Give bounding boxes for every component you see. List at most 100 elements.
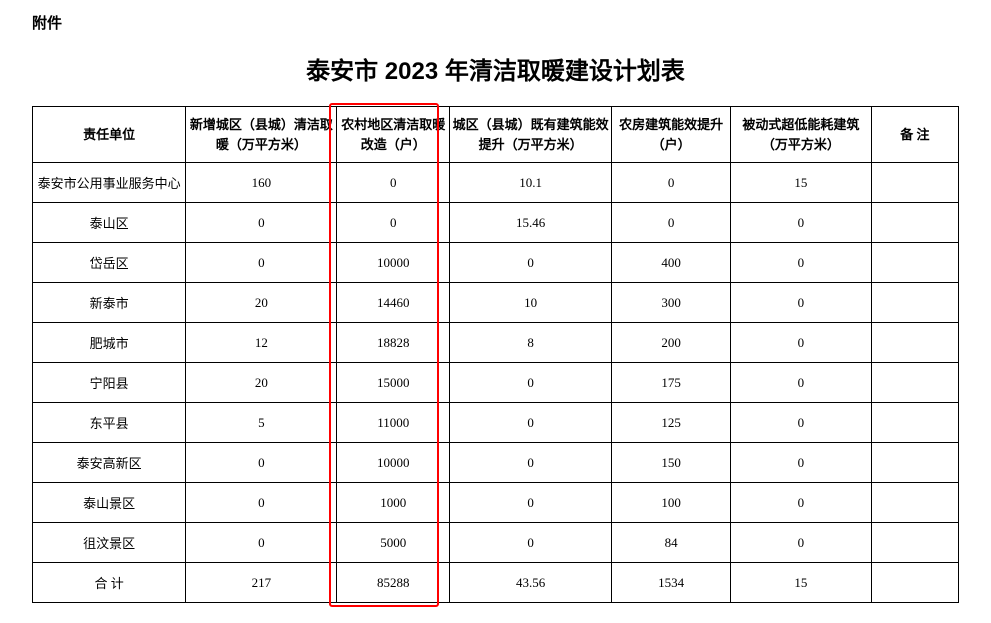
cell-unit: 东平县 (33, 403, 186, 443)
cell-rural: 5000 (337, 523, 450, 563)
cell-passive: 0 (731, 403, 871, 443)
page-title: 泰安市 2023 年清洁取暖建设计划表 (32, 51, 959, 86)
cell-newurban: 0 (186, 443, 337, 483)
col-header-passive: 被动式超低能耗建筑（万平方米） (731, 107, 871, 163)
table-header-row: 责任单位 新增城区（县城）清洁取暖（万平方米） 农村地区清洁取暖改造（户） 城区… (33, 107, 959, 163)
table-row: 宁阳县 20 15000 0 175 0 (33, 363, 959, 403)
cell-passive: 15 (731, 563, 871, 603)
table-wrapper: 责任单位 新增城区（县城）清洁取暖（万平方米） 农村地区清洁取暖改造（户） 城区… (32, 106, 959, 603)
cell-farmhouse: 0 (611, 163, 730, 203)
cell-unit: 泰安高新区 (33, 443, 186, 483)
cell-passive: 0 (731, 203, 871, 243)
cell-existing: 0 (450, 243, 612, 283)
cell-newurban: 217 (186, 563, 337, 603)
cell-rural: 10000 (337, 443, 450, 483)
cell-existing: 10 (450, 283, 612, 323)
cell-unit: 宁阳县 (33, 363, 186, 403)
cell-existing: 0 (450, 523, 612, 563)
table-body: 泰安市公用事业服务中心 160 0 10.1 0 15 泰山区 0 0 15.4… (33, 163, 959, 603)
cell-remark (871, 163, 958, 203)
cell-rural: 0 (337, 163, 450, 203)
col-header-existing: 城区（县城）既有建筑能效提升（万平方米） (450, 107, 612, 163)
cell-farmhouse: 1534 (611, 563, 730, 603)
cell-unit: 泰山区 (33, 203, 186, 243)
cell-rural: 14460 (337, 283, 450, 323)
cell-passive: 0 (731, 243, 871, 283)
cell-newurban: 0 (186, 523, 337, 563)
cell-passive: 0 (731, 323, 871, 363)
cell-newurban: 0 (186, 203, 337, 243)
cell-existing: 0 (450, 403, 612, 443)
cell-farmhouse: 300 (611, 283, 730, 323)
table-row: 泰安市公用事业服务中心 160 0 10.1 0 15 (33, 163, 959, 203)
col-header-farmhouse: 农房建筑能效提升（户） (611, 107, 730, 163)
cell-rural: 0 (337, 203, 450, 243)
cell-farmhouse: 150 (611, 443, 730, 483)
cell-remark (871, 523, 958, 563)
col-header-rural: 农村地区清洁取暖改造（户） (337, 107, 450, 163)
cell-passive: 0 (731, 363, 871, 403)
cell-farmhouse: 400 (611, 243, 730, 283)
cell-rural: 15000 (337, 363, 450, 403)
cell-farmhouse: 175 (611, 363, 730, 403)
cell-remark (871, 443, 958, 483)
table-row: 东平县 5 11000 0 125 0 (33, 403, 959, 443)
cell-remark (871, 403, 958, 443)
cell-farmhouse: 0 (611, 203, 730, 243)
cell-remark (871, 283, 958, 323)
cell-farmhouse: 125 (611, 403, 730, 443)
cell-unit: 合 计 (33, 563, 186, 603)
cell-remark (871, 243, 958, 283)
table-row: 肥城市 12 18828 8 200 0 (33, 323, 959, 363)
table-row: 岱岳区 0 10000 0 400 0 (33, 243, 959, 283)
cell-existing: 43.56 (450, 563, 612, 603)
cell-unit: 肥城市 (33, 323, 186, 363)
table-row: 泰山区 0 0 15.46 0 0 (33, 203, 959, 243)
cell-unit: 徂汶景区 (33, 523, 186, 563)
cell-existing: 8 (450, 323, 612, 363)
cell-remark (871, 483, 958, 523)
cell-existing: 0 (450, 363, 612, 403)
cell-rural: 11000 (337, 403, 450, 443)
cell-unit: 新泰市 (33, 283, 186, 323)
cell-existing: 15.46 (450, 203, 612, 243)
cell-rural: 18828 (337, 323, 450, 363)
cell-farmhouse: 200 (611, 323, 730, 363)
cell-newurban: 12 (186, 323, 337, 363)
cell-passive: 0 (731, 443, 871, 483)
cell-remark (871, 323, 958, 363)
col-header-newurban: 新增城区（县城）清洁取暖（万平方米） (186, 107, 337, 163)
col-header-unit: 责任单位 (33, 107, 186, 163)
cell-newurban: 20 (186, 363, 337, 403)
cell-unit: 岱岳区 (33, 243, 186, 283)
cell-newurban: 160 (186, 163, 337, 203)
table-row: 泰安高新区 0 10000 0 150 0 (33, 443, 959, 483)
cell-farmhouse: 84 (611, 523, 730, 563)
table-row-total: 合 计 217 85288 43.56 1534 15 (33, 563, 959, 603)
attachment-label: 附件 (32, 12, 959, 33)
cell-rural: 85288 (337, 563, 450, 603)
col-header-remark: 备 注 (871, 107, 958, 163)
cell-unit: 泰山景区 (33, 483, 186, 523)
cell-remark (871, 563, 958, 603)
table-row: 泰山景区 0 1000 0 100 0 (33, 483, 959, 523)
cell-newurban: 20 (186, 283, 337, 323)
cell-existing: 0 (450, 483, 612, 523)
cell-passive: 0 (731, 523, 871, 563)
plan-table: 责任单位 新增城区（县城）清洁取暖（万平方米） 农村地区清洁取暖改造（户） 城区… (32, 106, 959, 603)
cell-farmhouse: 100 (611, 483, 730, 523)
cell-existing: 0 (450, 443, 612, 483)
cell-passive: 0 (731, 483, 871, 523)
table-row: 徂汶景区 0 5000 0 84 0 (33, 523, 959, 563)
cell-rural: 10000 (337, 243, 450, 283)
cell-newurban: 5 (186, 403, 337, 443)
table-row: 新泰市 20 14460 10 300 0 (33, 283, 959, 323)
cell-remark (871, 363, 958, 403)
cell-newurban: 0 (186, 483, 337, 523)
cell-newurban: 0 (186, 243, 337, 283)
cell-existing: 10.1 (450, 163, 612, 203)
cell-rural: 1000 (337, 483, 450, 523)
cell-remark (871, 203, 958, 243)
cell-unit: 泰安市公用事业服务中心 (33, 163, 186, 203)
cell-passive: 0 (731, 283, 871, 323)
